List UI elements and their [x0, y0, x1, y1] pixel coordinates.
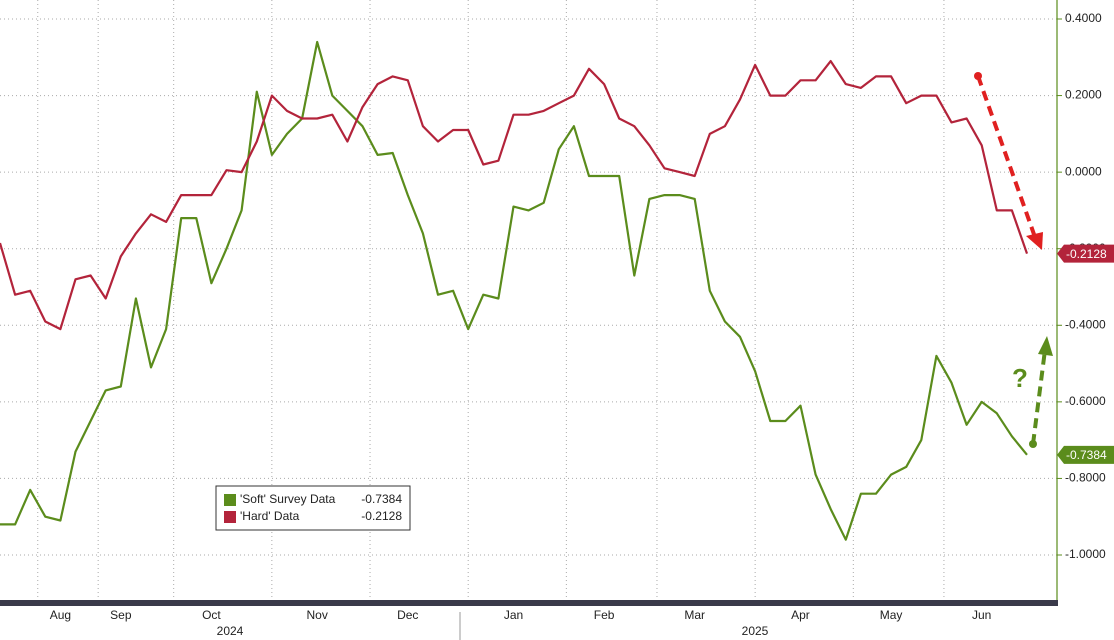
annotation: ? [1012, 363, 1028, 393]
x-tick-label: Aug [50, 608, 71, 622]
value-tag [1057, 445, 1114, 464]
arrow [974, 72, 1043, 250]
year-label: 2024 [217, 624, 244, 638]
x-tick-label: Feb [594, 608, 615, 622]
year-label: 2025 [742, 624, 769, 638]
legend-label: 'Soft' Survey Data [240, 492, 336, 506]
y-tick-label: -1.0000 [1065, 547, 1106, 561]
legend-swatch [224, 494, 236, 506]
legend-swatch [224, 511, 236, 523]
y-tick-label: -0.6000 [1065, 394, 1106, 408]
axis-band [0, 600, 1058, 606]
x-tick-label: Jun [972, 608, 991, 622]
y-tick-label: -0.4000 [1065, 317, 1106, 331]
x-tick-label: Oct [202, 608, 221, 622]
x-tick-label: Sep [110, 608, 132, 622]
line [0, 40, 1028, 541]
legend [215, 485, 411, 531]
y-tick-label: -0.8000 [1065, 471, 1106, 485]
x-tick-label: Jan [504, 608, 523, 622]
x-tick-label: Nov [306, 608, 327, 622]
line [0, 59, 1029, 331]
value-label: -0.7384 [1066, 448, 1107, 462]
y-tick-label: 0.4000 [1065, 11, 1102, 25]
y-tick-label: 0.0000 [1065, 164, 1102, 178]
x-tick-label: Mar [684, 608, 705, 622]
legend-label: 'Hard' Data [240, 509, 300, 523]
y-tick-label: 0.2000 [1065, 88, 1102, 102]
x-tick-label: Apr [791, 608, 810, 622]
x-tick-label: May [880, 608, 903, 622]
legend-value: -0.7384 [361, 492, 402, 506]
legend-value: -0.2128 [361, 509, 402, 523]
arrow [1029, 336, 1053, 448]
x-tick-label: Dec [397, 608, 418, 622]
value-tag [1057, 244, 1114, 263]
value-label: -0.2128 [1066, 247, 1107, 261]
